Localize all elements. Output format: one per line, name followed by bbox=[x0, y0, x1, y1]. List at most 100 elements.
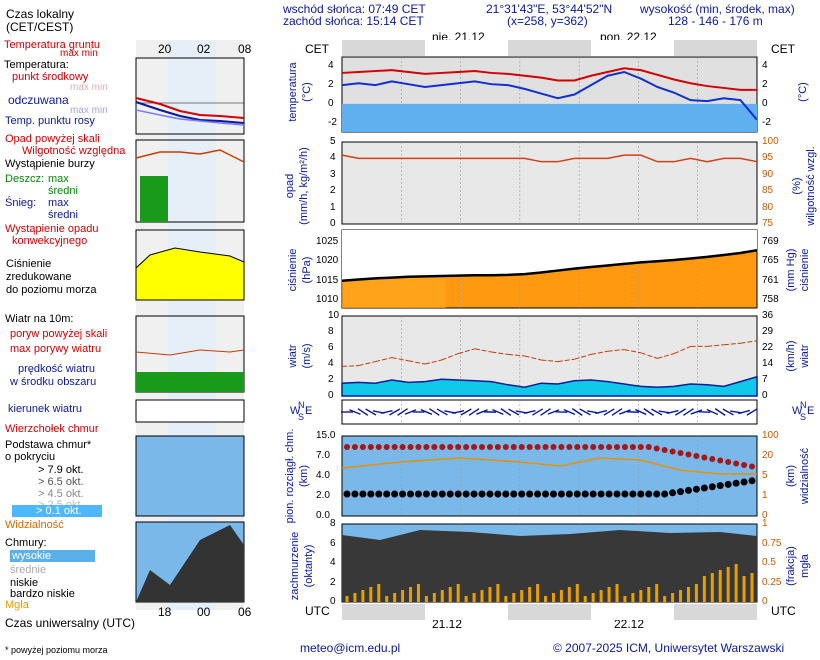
cloud-top-dot bbox=[685, 451, 692, 458]
okt-65-label: > 6.5 okt. bbox=[38, 476, 84, 488]
wind-arrow bbox=[436, 408, 448, 416]
cloud-base-dot bbox=[438, 490, 446, 498]
temp-tick: 0 bbox=[328, 97, 334, 109]
fog-bar bbox=[726, 567, 730, 602]
cloud-base-dot bbox=[486, 490, 494, 498]
fog-bar bbox=[440, 590, 444, 602]
cloud-top-dot bbox=[407, 444, 414, 450]
footer-email[interactable]: meteo@icm.edu.pl bbox=[300, 641, 401, 655]
humid-tick: 100 bbox=[762, 136, 779, 147]
cloud-base-dot bbox=[359, 490, 367, 498]
wind-tick: 0 bbox=[328, 390, 334, 401]
ground-temp-label: Temperatura gruntu bbox=[4, 39, 100, 51]
wind-gust-segment bbox=[391, 357, 409, 362]
wind-speed-label-2: w środku obszaru bbox=[10, 376, 97, 388]
vis-tick: 100 bbox=[762, 430, 779, 441]
cloud-base-dot bbox=[621, 490, 629, 498]
temp-tick: -2 bbox=[328, 116, 337, 128]
fog-bar bbox=[710, 573, 714, 602]
storm-label: Wystąpienie burzy bbox=[5, 158, 95, 170]
cc-tick: 8 bbox=[330, 518, 336, 529]
cloud-base-dot bbox=[502, 490, 510, 498]
wind-arrow bbox=[380, 410, 393, 414]
cloud-base-dot bbox=[740, 478, 748, 486]
windkmh-tick: 22 bbox=[762, 342, 774, 353]
cloud-base-dot bbox=[383, 490, 391, 498]
cloud-top-dot bbox=[749, 463, 755, 470]
fog-bar bbox=[432, 593, 436, 602]
cloud-top-dot bbox=[677, 450, 684, 456]
fog-bar bbox=[734, 564, 738, 602]
wind-arrow bbox=[746, 408, 758, 416]
wind-arrow bbox=[706, 408, 719, 416]
mini-charts bbox=[135, 40, 245, 610]
wind-arrow bbox=[611, 408, 623, 416]
sunset: zachód słońca: 15:14 CET bbox=[283, 14, 424, 28]
windkmh-tick: 14 bbox=[762, 358, 774, 369]
wind-arrow bbox=[365, 408, 377, 416]
mini-felt-line bbox=[135, 101, 245, 124]
fog-bar bbox=[369, 587, 373, 602]
cloud-top-dot bbox=[582, 444, 589, 450]
pressmm-tick: 761 bbox=[762, 274, 779, 286]
mini-rain-bars bbox=[140, 176, 168, 222]
cloud-top-dot bbox=[645, 444, 652, 450]
fog-bar bbox=[345, 596, 349, 602]
precip-tick: 1 bbox=[330, 201, 336, 213]
wind-gust-segment bbox=[640, 352, 658, 359]
cloud-top-dot bbox=[574, 444, 581, 450]
humid-tick: 90 bbox=[762, 168, 774, 180]
cloud-base-dot bbox=[637, 490, 645, 498]
cloud-base-dot bbox=[462, 490, 470, 498]
fog-bar bbox=[472, 593, 476, 602]
fog-bar bbox=[623, 596, 627, 602]
cloud-top-dot bbox=[367, 444, 374, 450]
temp-tick: 2 bbox=[328, 79, 334, 91]
night-band-bottom bbox=[674, 604, 716, 620]
wind-arrow bbox=[397, 408, 408, 416]
cloud-base-dot bbox=[581, 490, 589, 498]
compass-n: N bbox=[298, 400, 305, 410]
cloud-top-dot bbox=[510, 444, 517, 450]
cloud-top-dot bbox=[653, 445, 660, 452]
humidity-label: Wilgotność względna bbox=[22, 145, 126, 157]
wind-gust-segment bbox=[624, 349, 641, 354]
cloud-tick: 15.0 bbox=[316, 430, 336, 441]
convective-label-1: Wystąpienie opadu bbox=[5, 223, 99, 235]
cloud-base-dot bbox=[343, 490, 351, 498]
wind-arrow bbox=[714, 408, 726, 416]
vis-tick: 20 bbox=[762, 450, 774, 461]
press-tick: 1010 bbox=[316, 294, 339, 306]
snow-max-label: max bbox=[48, 197, 69, 209]
fog-tick: 0 bbox=[762, 596, 768, 607]
wind-arrow bbox=[540, 408, 551, 416]
fog-bar bbox=[559, 590, 563, 602]
wind-gust-segment bbox=[557, 358, 575, 363]
fog-bar bbox=[488, 587, 492, 602]
cloud-base-dot bbox=[629, 490, 637, 498]
felt-maxmin: max min bbox=[70, 105, 108, 116]
wind-arrow bbox=[698, 410, 711, 414]
wind-arrow bbox=[404, 409, 417, 415]
cloud-top-dot bbox=[741, 462, 748, 468]
cloud-top-dot bbox=[693, 453, 700, 459]
wind-dir-label: kierunek wiatru bbox=[8, 403, 82, 415]
cloud-base-dot bbox=[526, 490, 534, 498]
night-band-bottom bbox=[715, 604, 757, 620]
cloud-top-dot bbox=[415, 444, 422, 450]
wind-speed-label-1: prędkość wiatru bbox=[18, 363, 96, 375]
cloud-base-dot bbox=[549, 490, 557, 498]
press-tick: 1015 bbox=[316, 274, 339, 286]
cet-label-left: CET bbox=[305, 42, 329, 56]
fog-bar bbox=[536, 584, 540, 602]
fog-bar bbox=[679, 590, 683, 602]
cc-tick: 6 bbox=[330, 537, 336, 549]
fog-bar bbox=[424, 596, 428, 602]
humid-tick: 80 bbox=[762, 201, 774, 213]
cloud-top-dot bbox=[669, 448, 676, 455]
wind-arrow bbox=[547, 409, 560, 415]
fog-bar bbox=[702, 576, 706, 602]
temp-series-0 bbox=[341, 67, 757, 91]
cloud-top-dot bbox=[558, 444, 565, 450]
cloud-base-dot bbox=[597, 490, 605, 498]
